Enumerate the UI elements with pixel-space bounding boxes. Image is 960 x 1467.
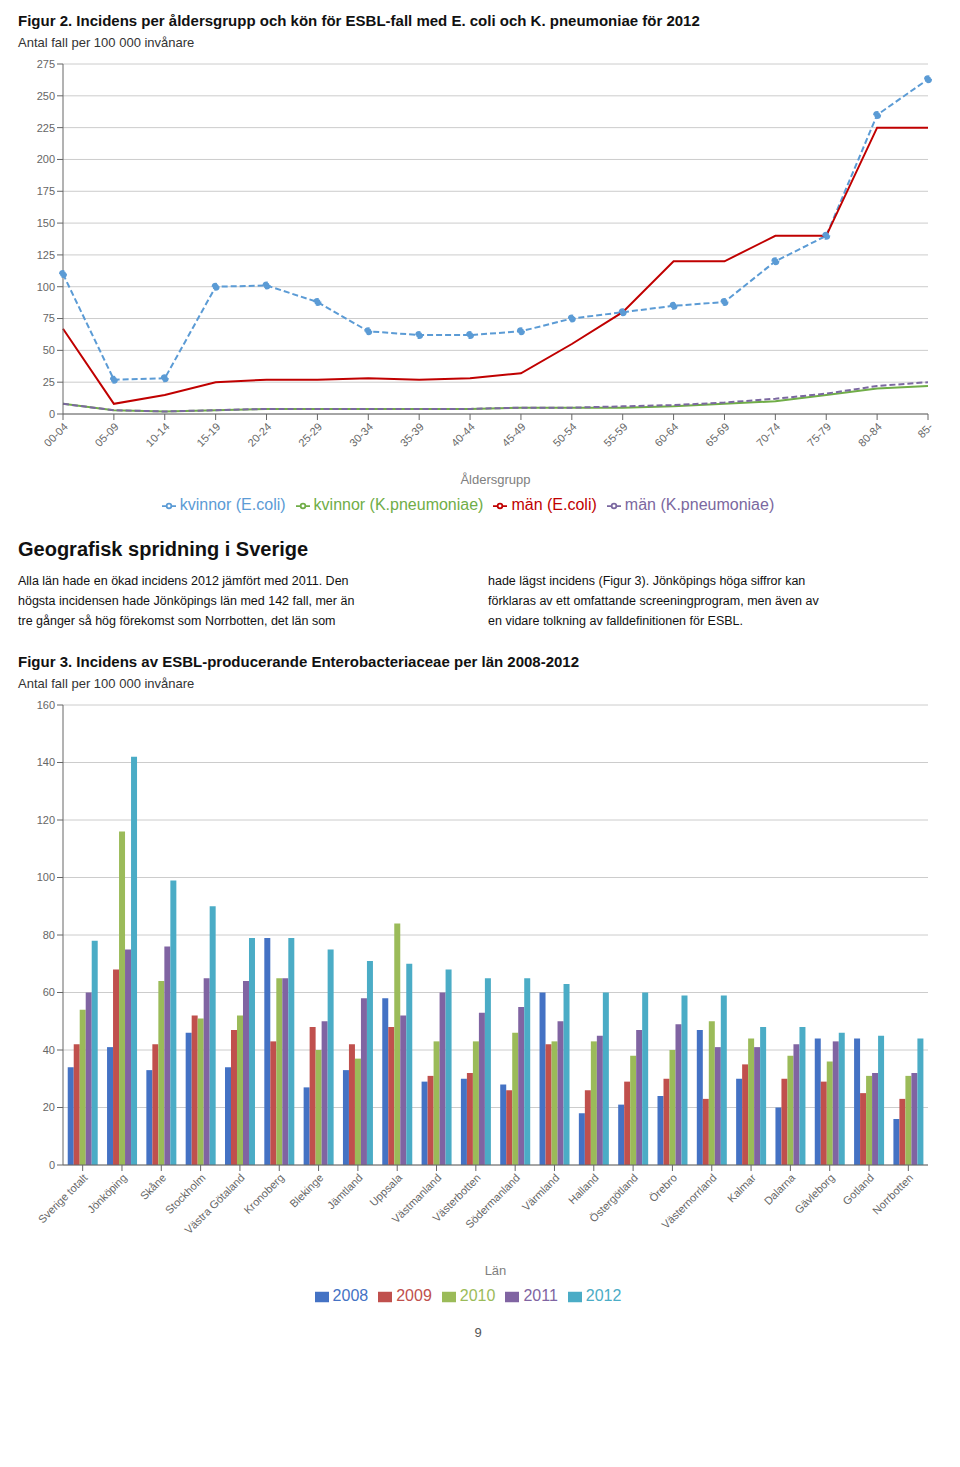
svg-text:40-44: 40-44 <box>449 420 477 448</box>
html-text:män (K.pneumoniae): män (K.pneumoniae) <box>624 496 775 513</box>
html-text:Figur 2. Incidens per åldersgr: Figur 2. Incidens per åldersgrupp och kö… <box>18 12 700 29</box>
svg-text:0: 0 <box>49 408 55 420</box>
svg-text:Västerbotten: Västerbotten <box>430 1171 483 1224</box>
svg-text:Västra Götaland: Västra Götaland <box>182 1171 247 1236</box>
html-text:2009: 2009 <box>396 1287 432 1304</box>
html-text:2012: 2012 <box>585 1287 622 1304</box>
svg-text:140: 140 <box>37 756 55 768</box>
html-text:2010: 2010 <box>459 1287 496 1304</box>
svg-text:Västernorrland: Västernorrland <box>659 1171 719 1231</box>
svg-text:120: 120 <box>37 814 55 826</box>
svg-text:225: 225 <box>37 122 55 134</box>
svg-text:0: 0 <box>49 1159 55 1171</box>
svg-text:Blekinge: Blekinge <box>287 1171 325 1209</box>
svg-text:Östergötland: Östergötland <box>587 1171 640 1224</box>
svg-text:200: 200 <box>37 153 55 165</box>
svg-text:Västmanland: Västmanland <box>389 1171 444 1226</box>
svg-text:70-74: 70-74 <box>754 420 782 448</box>
svg-text:Stockholm: Stockholm <box>162 1171 208 1217</box>
svg-text:Norrbotten: Norrbotten <box>870 1171 915 1216</box>
svg-text:Län: Län <box>485 1263 507 1278</box>
html-text:9: 9 <box>474 1325 482 1340</box>
svg-text:60: 60 <box>43 986 55 998</box>
svg-text:40: 40 <box>43 1044 55 1056</box>
svg-text:65-69: 65-69 <box>703 420 731 448</box>
svg-text:15-19: 15-19 <box>194 420 222 448</box>
svg-text:Gävleborg: Gävleborg <box>792 1171 836 1215</box>
svg-text:250: 250 <box>37 90 55 102</box>
html-text:tre gånger så hög förekomst so: tre gånger så hög förekomst som Norrbott… <box>18 614 336 628</box>
svg-text:80-84: 80-84 <box>856 420 884 448</box>
svg-text:10-14: 10-14 <box>143 420 171 448</box>
svg-text:150: 150 <box>37 217 55 229</box>
svg-text:75-79: 75-79 <box>805 420 833 448</box>
svg-text:75: 75 <box>43 312 55 324</box>
svg-text:Jämtland: Jämtland <box>325 1171 365 1211</box>
svg-text:20: 20 <box>43 1101 55 1113</box>
html-text:högsta incidensen hade Jönköpi: högsta incidensen hade Jönköpings län me… <box>18 594 355 608</box>
svg-text:Örebro: Örebro <box>647 1171 680 1204</box>
svg-text:45-49: 45-49 <box>499 420 527 448</box>
svg-text:Kalmar: Kalmar <box>725 1171 758 1204</box>
svg-text:85-: 85- <box>915 420 935 440</box>
svg-text:Värmland: Värmland <box>520 1171 562 1213</box>
svg-text:50-54: 50-54 <box>550 420 578 448</box>
svg-text:275: 275 <box>37 58 55 70</box>
html-text:Figur 3. Incidens av ESBL-prod: Figur 3. Incidens av ESBL-producerande E… <box>18 653 580 670</box>
svg-text:20-24: 20-24 <box>245 420 273 448</box>
svg-text:Gotland: Gotland <box>840 1171 876 1207</box>
svg-text:05-09: 05-09 <box>92 420 120 448</box>
svg-text:Sverige totalt: Sverige totalt <box>36 1171 90 1225</box>
svg-text:Halland: Halland <box>566 1171 601 1206</box>
svg-text:125: 125 <box>37 249 55 261</box>
svg-text:Dalarna: Dalarna <box>762 1171 798 1207</box>
html-text:förklaras av ett omfattande sc: förklaras av ett omfattande screeningpro… <box>488 594 819 608</box>
html-text:Antal fall per 100 000 invånar: Antal fall per 100 000 invånare <box>18 35 195 50</box>
svg-text:100: 100 <box>37 871 55 883</box>
svg-text:160: 160 <box>37 699 55 711</box>
svg-text:Södermanland: Södermanland <box>463 1171 522 1230</box>
svg-text:55-59: 55-59 <box>601 420 629 448</box>
svg-text:50: 50 <box>43 344 55 356</box>
svg-text:30-34: 30-34 <box>347 420 375 448</box>
html-text:hade lägst incidens (Figur 3).: hade lägst incidens (Figur 3). Jönköping… <box>488 574 806 588</box>
html-text:2011: 2011 <box>523 1287 558 1304</box>
svg-text:00-04: 00-04 <box>42 420 70 448</box>
html-text:2008: 2008 <box>332 1287 369 1304</box>
svg-text:Kronoberg: Kronoberg <box>241 1171 286 1216</box>
svg-text:25: 25 <box>43 376 55 388</box>
svg-text:Jönköping: Jönköping <box>85 1171 129 1215</box>
html-text:en vidare tolkning av falldefi: en vidare tolkning av falldefinitionen f… <box>488 614 743 628</box>
html-text:Antal fall per 100 000 invånar: Antal fall per 100 000 invånare <box>18 676 195 691</box>
svg-text:Skåne: Skåne <box>138 1171 169 1202</box>
html-text:män (E.coli): män (E.coli) <box>511 496 597 513</box>
html-text:Alla län hade en ökad incidens: Alla län hade en ökad incidens 2012 jämf… <box>18 574 349 588</box>
svg-text:100: 100 <box>37 281 55 293</box>
html-text:Geografisk spridning i Sverige: Geografisk spridning i Sverige <box>18 538 309 560</box>
svg-text:60-64: 60-64 <box>652 420 680 448</box>
svg-text:35-39: 35-39 <box>398 420 426 448</box>
html-text:kvinnor (K.pneumoniae): kvinnor (K.pneumoniae) <box>313 496 484 513</box>
html-text:kvinnor (E.coli): kvinnor (E.coli) <box>179 496 286 513</box>
svg-text:80: 80 <box>43 929 55 941</box>
svg-text:Åldersgrupp: Åldersgrupp <box>460 472 530 487</box>
svg-text:Uppsala: Uppsala <box>367 1171 405 1209</box>
svg-text:25-29: 25-29 <box>296 420 324 448</box>
svg-text:175: 175 <box>37 185 55 197</box>
